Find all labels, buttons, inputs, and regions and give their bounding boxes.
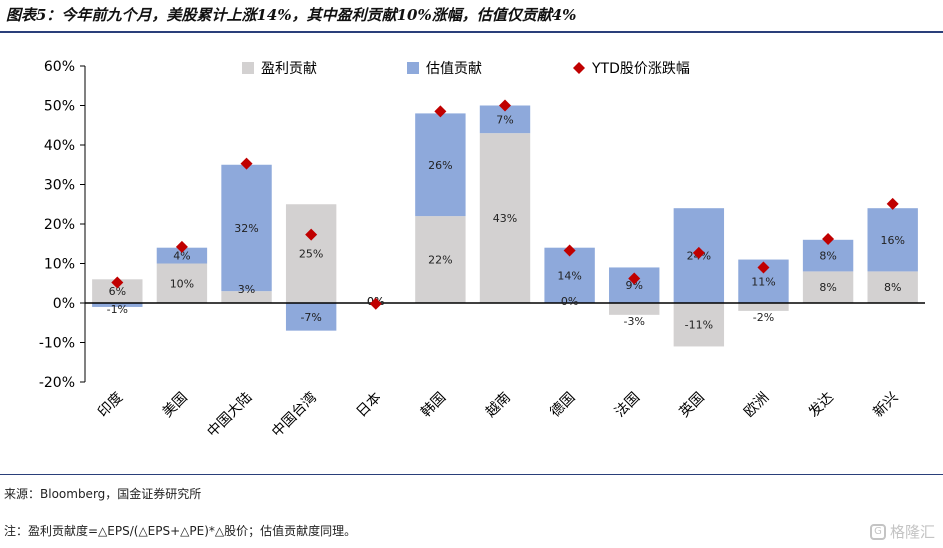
earnings-bar (285, 204, 337, 303)
valuation-bar (867, 208, 918, 272)
earnings-bar (415, 216, 466, 303)
y-tick-label: 0% (53, 296, 75, 312)
ytd-diamond-marker (628, 272, 641, 285)
y-tick-label: 60% (44, 59, 75, 75)
earnings-bar (156, 263, 208, 303)
legend-label-ytd: YTD股价涨跌幅 (591, 61, 690, 77)
y-tick-label: 10% (44, 257, 75, 273)
legend-label-earnings: 盈利贡献 (261, 61, 317, 77)
figure-title: 图表5：今年前九个月，美股累计上涨14%，其中盈利贡献10%涨幅，估值仅贡献4% (6, 6, 577, 24)
earnings-data-label: -2% (753, 311, 774, 324)
earnings-bar (479, 133, 531, 303)
footnote: 注：盈利贡献度=△EPS/(△EPS+△PE)*△股价；估值贡献度同理。 (4, 524, 357, 538)
x-tick-label: 德国 (547, 390, 578, 421)
valuation-bar (544, 247, 595, 303)
earnings-data-label: 3% (238, 283, 255, 296)
x-tick-label: 越南 (483, 390, 514, 421)
ytd-diamond-marker (757, 261, 770, 274)
x-tick-label: 法国 (612, 390, 643, 421)
legend-swatch-ytd (573, 62, 585, 74)
x-tick-label: 日本 (353, 390, 384, 421)
earnings-bar (92, 279, 143, 303)
y-tick-label: 50% (44, 99, 75, 115)
ytd-diamond-marker (692, 246, 705, 259)
footer-rule (0, 474, 943, 475)
x-tick-label: 发达 (806, 390, 837, 421)
valuation-data-label: 16% (880, 234, 904, 247)
legend-swatch-earnings (242, 62, 254, 74)
stacked-bar-chart: -20% -10% 0% 10% 20% 30% 40% 50% 60% 印度 美国 中国大陆 中国台湾… (39, 59, 925, 441)
legend: 盈利贡献 估值贡献 YTD股价涨跌幅 (242, 61, 690, 77)
watermark-text: 格隆汇 (889, 523, 935, 541)
earnings-data-label: 8% (819, 281, 836, 294)
legend-swatch-valuation (407, 62, 419, 74)
valuation-data-label: 7% (496, 113, 513, 126)
earnings-data-label: -3% (624, 315, 645, 328)
ytd-diamond-marker (111, 276, 124, 289)
x-tick-label: 新兴 (870, 390, 901, 421)
valuation-bar (802, 239, 854, 272)
valuation-data-label: 14% (557, 269, 581, 282)
ytd-diamond-marker (175, 240, 188, 253)
earnings-data-label: -11% (685, 319, 713, 332)
earnings-data-label: 25% (299, 248, 323, 261)
y-tick-label: 40% (44, 138, 75, 154)
x-tick-label: 中国台湾 (268, 389, 320, 441)
ytd-diamond-marker (240, 157, 253, 170)
earnings-data-label: 10% (170, 277, 194, 290)
valuation-data-label: 26% (428, 159, 452, 172)
title-rule (0, 31, 943, 33)
earnings-bar (867, 271, 918, 303)
x-tick-label: 英国 (676, 389, 708, 421)
legend-label-valuation: 估值贡献 (426, 61, 482, 77)
y-tick-label: -10% (39, 336, 75, 352)
ytd-diamond-marker (369, 297, 382, 310)
x-tick-label: 印度 (95, 390, 126, 421)
earnings-data-label: 0% (561, 295, 578, 308)
x-tick-label: 韩国 (418, 390, 449, 421)
earnings-bar (221, 291, 272, 303)
x-tick-label: 中国大陆 (204, 390, 255, 441)
source-note: 来源：Bloomberg，国金证券研究所 (4, 487, 202, 501)
valuation-data-label: 11% (751, 275, 775, 288)
earnings-data-label: 22% (428, 254, 452, 267)
valuation-bar (415, 113, 466, 217)
earnings-data-label: 6% (109, 285, 126, 298)
earnings-bar (673, 303, 725, 347)
earnings-bar (609, 303, 660, 315)
x-tick-label: 欧洲 (741, 390, 772, 421)
valuation-data-label: -1% (107, 303, 128, 316)
valuation-bar (221, 164, 272, 292)
valuation-data-label: 32% (234, 222, 258, 235)
g-logo-icon: G (869, 523, 886, 540)
valuation-data-label: 9% (626, 279, 643, 292)
x-tick-label: 美国 (160, 390, 191, 421)
y-tick-label: 20% (44, 217, 75, 233)
earnings-data-label: 43% (493, 212, 517, 225)
ytd-diamond-marker (434, 105, 447, 118)
ytd-diamond-marker (822, 233, 835, 246)
valuation-bar (156, 247, 208, 264)
valuation-data-label: 4% (173, 250, 190, 263)
ytd-diamond-marker (305, 228, 318, 241)
valuation-bar (285, 303, 337, 331)
watermark: G 格隆汇 (869, 521, 935, 542)
ytd-diamond-marker (886, 197, 899, 210)
bars-layer (92, 105, 918, 347)
earnings-bar (738, 303, 789, 311)
valuation-bar (92, 303, 143, 307)
y-tick-label: -20% (39, 375, 75, 391)
valuation-data-label: 8% (819, 250, 836, 263)
ytd-diamond-marker (499, 99, 511, 112)
markers-layer (111, 99, 899, 310)
ytd-diamond-marker (563, 244, 576, 257)
valuation-data-label: -7% (300, 311, 321, 324)
earnings-bar (802, 271, 854, 303)
y-tick-label: 30% (44, 178, 75, 194)
earnings-data-label: 8% (884, 281, 901, 294)
